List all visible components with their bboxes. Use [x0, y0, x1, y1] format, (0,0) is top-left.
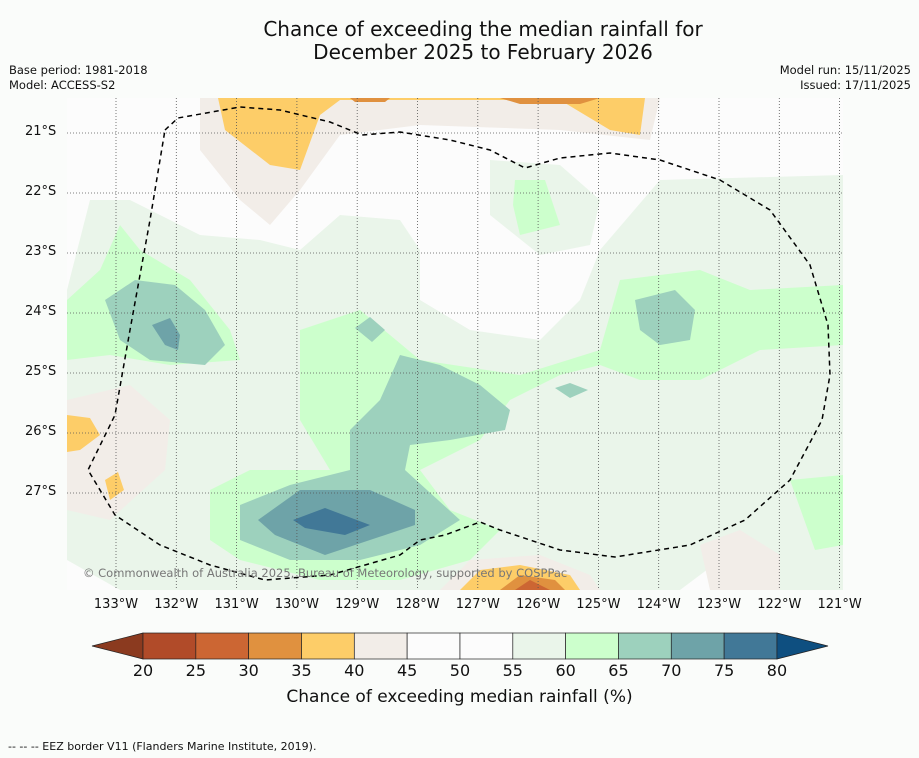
region-35-40-north: [218, 98, 645, 170]
colorbar-segment: [459, 632, 514, 660]
colorbar-segment: [723, 632, 778, 660]
colorbar-tick-label: 60: [555, 661, 576, 680]
colorbar-tick-label: 35: [291, 661, 312, 680]
left-meta: Base period: 1981-2018 Model: ACCESS-S2: [9, 63, 148, 93]
colorbar-tick-label: 80: [766, 661, 788, 680]
colorbar-segment: [512, 632, 566, 660]
colorbar-segment: [565, 632, 619, 660]
colorbar-tick-label: 50: [449, 661, 471, 680]
colorbar-under-extension: [91, 632, 144, 660]
longitude-label: 130°W: [274, 597, 319, 612]
footer-note: -- -- -- EEZ border V11 (Flanders Marine…: [8, 740, 317, 753]
longitude-label: 129°W: [335, 597, 380, 612]
colorbar-segment: [353, 632, 408, 660]
longitude-label: 132°W: [154, 597, 199, 612]
longitude-label: 124°W: [636, 597, 681, 612]
base-period: Base period: 1981-2018: [9, 63, 148, 77]
model-name: Model: ACCESS-S2: [9, 78, 116, 92]
latitude-label: 21°S: [25, 124, 57, 139]
region-40-45-southwest: [67, 385, 170, 520]
right-meta: Model run: 15/11/2025 Issued: 17/11/2025: [780, 63, 911, 93]
colorbar-segment: [195, 632, 250, 660]
region-40-45-southeast: [700, 530, 780, 590]
colorbar-tick-label: 45: [396, 661, 418, 680]
region-75-80: [293, 508, 370, 535]
region-25-30: [515, 580, 550, 590]
colorbar-segment: [142, 632, 197, 660]
latitude-label: 24°S: [25, 304, 57, 319]
longitude-label: 133°W: [93, 597, 139, 612]
region-60-65-north: [513, 180, 560, 235]
latitude-label: 22°S: [25, 184, 57, 199]
colorbar-tick-label: 20: [132, 661, 154, 680]
title-line-2: December 2025 to February 2026: [313, 40, 653, 64]
longitude-label: 127°W: [455, 597, 500, 612]
latitude-label: 25°S: [25, 364, 57, 379]
title-line-1: Chance of exceeding the median rainfall …: [263, 17, 703, 41]
longitude-label: 122°W: [757, 597, 802, 612]
longitude-label: 121°W: [817, 597, 862, 612]
latitude-label: 23°S: [25, 244, 57, 259]
issued-date: Issued: 17/11/2025: [800, 78, 911, 92]
graticule: [67, 98, 843, 590]
longitude-label: 126°W: [516, 597, 561, 612]
colorbar-segment: [670, 632, 725, 660]
region-70-75-west: [152, 318, 180, 350]
colorbar-tick-label: 70: [661, 661, 682, 680]
colorbar-tick-label: 30: [238, 661, 259, 680]
latitude-label: 26°S: [25, 424, 57, 439]
colorbar-label: Chance of exceeding median rainfall (%): [286, 687, 633, 707]
colorbar-segment: [248, 632, 302, 660]
region-65-70-small: [355, 317, 588, 398]
map-area: [67, 98, 843, 590]
colorbar-segment: [406, 632, 461, 660]
model-run: Model run: 15/11/2025: [779, 63, 911, 77]
copyright-notice: © Commonwealth of Australia 2025, Bureau…: [83, 566, 568, 580]
colorbar-over-extension: [776, 632, 829, 660]
colorbar-tick-label: 25: [185, 661, 206, 680]
longitude-label: 123°W: [696, 597, 742, 612]
colorbar-segment: [301, 632, 355, 660]
colorbar-tick-label: 40: [344, 661, 365, 680]
colorbar-tick-label: 75: [713, 661, 735, 680]
eez-border: [87, 106, 831, 581]
colorbar-segment: [618, 632, 672, 660]
longitude-label: 128°W: [395, 597, 440, 612]
map-title: Chance of exceeding the median rainfall …: [0, 18, 919, 64]
longitude-label: 131°W: [214, 597, 259, 612]
colorbar: [91, 632, 829, 660]
region-65-70-east: [635, 290, 695, 345]
latitude-label: 27°S: [25, 484, 57, 499]
colorbar-tick-label: 65: [608, 661, 629, 680]
region-40-45-north: [200, 98, 660, 225]
region-60-65-east: [790, 475, 843, 550]
colorbar-tick-label: 55: [502, 661, 523, 680]
longitude-label: 125°W: [576, 597, 621, 612]
region-35-40-west: [67, 415, 124, 500]
